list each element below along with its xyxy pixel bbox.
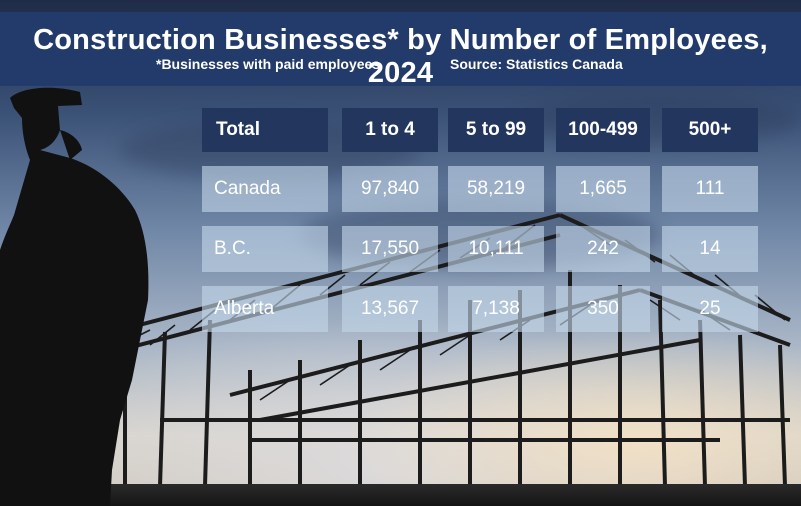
- table-cell: 111: [662, 166, 758, 212]
- column-header-0: Total: [202, 108, 328, 152]
- ground-band: [0, 484, 801, 506]
- column-header-3: 100-499: [556, 108, 650, 152]
- table-cell: 13,567: [342, 286, 438, 332]
- table-cell: 1,665: [556, 166, 650, 212]
- column-header-4: 500+: [662, 108, 758, 152]
- title-bar: [0, 12, 801, 86]
- source-note: Source: Statistics Canada: [450, 56, 623, 72]
- row-label: B.C.: [202, 226, 328, 272]
- column-header-1: 1 to 4: [342, 108, 438, 152]
- row-label: Alberta: [202, 286, 328, 332]
- table-cell: 350: [556, 286, 650, 332]
- table-cell: 25: [662, 286, 758, 332]
- table-cell: 14: [662, 226, 758, 272]
- table-cell: 10,111: [448, 226, 544, 272]
- row-label: Canada: [202, 166, 328, 212]
- footnote: *Businesses with paid employees: [156, 56, 381, 72]
- table-cell: 58,219: [448, 166, 544, 212]
- column-header-2: 5 to 99: [448, 108, 544, 152]
- table-cell: 97,840: [342, 166, 438, 212]
- table-cell: 17,550: [342, 226, 438, 272]
- table-cell: 242: [556, 226, 650, 272]
- table-cell: 7,138: [448, 286, 544, 332]
- chart-title: Construction Businesses* by Number of Em…: [33, 24, 768, 89]
